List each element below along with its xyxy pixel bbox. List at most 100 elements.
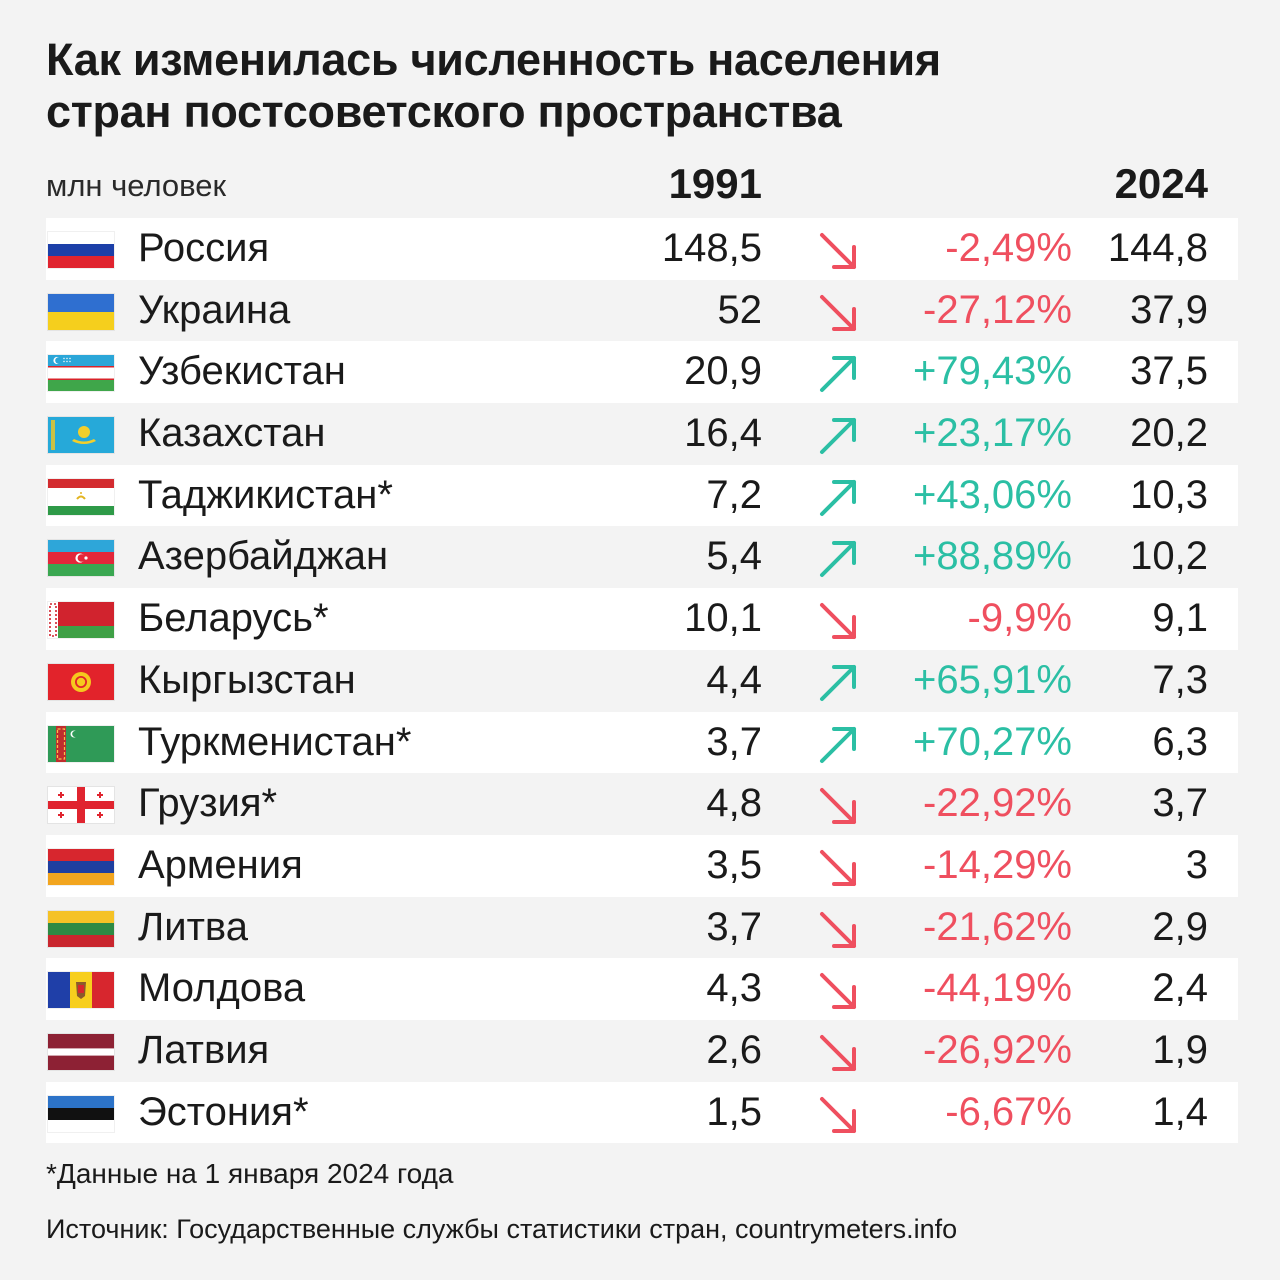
tajikistan-flag-icon <box>48 478 114 515</box>
arrow-up-right-icon <box>816 725 860 765</box>
georgia-flag-icon <box>48 787 114 824</box>
value-1991: 16,4 <box>684 411 762 456</box>
change-percent: -22,92% <box>923 781 1072 826</box>
estonia-flag-icon <box>48 1095 114 1132</box>
country-name: Грузия* <box>138 781 278 826</box>
country-name: Беларусь* <box>138 596 329 641</box>
kazakhstan-flag-icon <box>48 417 114 454</box>
value-1991: 4,4 <box>706 657 762 702</box>
azerbaijan-flag-icon <box>48 540 114 577</box>
value-2024: 144,8 <box>1107 226 1208 270</box>
arrow-down-right-icon <box>816 910 860 950</box>
value-1991: 5,4 <box>706 534 762 579</box>
title-line-1: Как изменилась численность населения <box>46 34 941 85</box>
population-table: Россия 148,5 -2,49% 144,8 Украина 52 -27,12%… <box>46 218 1238 1144</box>
country-name: Казахстан <box>138 411 326 456</box>
latvia-flag-icon <box>48 1033 114 1070</box>
table-row: Эстония* 1,5 -6,67% 1,4 <box>46 1081 1238 1144</box>
value-1991: 4,8 <box>706 781 762 826</box>
country-name: Узбекистан <box>138 349 346 394</box>
change-percent: -27,12% <box>923 287 1072 332</box>
chart-title: Как изменилась численность населения стр… <box>46 34 1236 138</box>
arrow-down-right-icon <box>816 848 860 888</box>
table-row: Узбекистан 20,9 +79,43% 37,5 <box>46 341 1238 404</box>
value-2024: 37,5 <box>1130 349 1208 394</box>
table-row: Молдова 4,3 -44,19% 2,4 <box>46 958 1238 1020</box>
arrow-up-right-icon <box>816 354 860 394</box>
change-percent: +88,89% <box>912 534 1072 579</box>
table-row: Латвия 2,6 -26,92% 1,9 <box>46 1020 1238 1082</box>
value-1991: 3,7 <box>706 719 762 764</box>
arrow-down-right-icon <box>816 231 860 271</box>
change-percent: +65,91% <box>912 657 1072 702</box>
year-1991-header: 1991 <box>668 160 762 207</box>
value-2024: 1,9 <box>1152 1027 1208 1072</box>
country-name: Эстония* <box>138 1089 309 1134</box>
country-name: Украина <box>138 287 291 332</box>
year-2024-header: 2024 <box>1114 160 1208 207</box>
value-2024: 10,3 <box>1130 472 1208 517</box>
arrow-down-right-icon <box>816 601 860 641</box>
country-name: Азербайджан <box>138 534 389 579</box>
change-percent: +70,27% <box>912 719 1072 764</box>
value-1991: 3,7 <box>706 904 762 949</box>
value-1991: 4,3 <box>706 966 762 1011</box>
change-percent: -9,9% <box>967 596 1073 641</box>
ukraine-flag-icon <box>48 293 114 330</box>
kyrgyzstan-flag-icon <box>48 663 114 700</box>
value-1991: 7,2 <box>706 472 762 517</box>
lithuania-flag-icon <box>48 910 114 947</box>
arrow-down-right-icon <box>816 1095 860 1135</box>
value-1991: 3,5 <box>706 842 762 887</box>
country-name: Армения <box>138 842 303 887</box>
value-2024: 1,4 <box>1152 1089 1208 1134</box>
country-name: Латвия <box>138 1027 270 1072</box>
change-percent: -21,62% <box>923 904 1072 949</box>
table-row: Украина 52 -27,12% 37,9 <box>46 280 1238 342</box>
country-name: Молдова <box>138 966 306 1011</box>
value-2024: 20,2 <box>1130 411 1208 456</box>
country-name: Туркменистан* <box>138 719 412 764</box>
value-2024: 10,2 <box>1130 534 1208 579</box>
change-percent: -26,92% <box>923 1027 1072 1072</box>
table-row: Литва 3,7 -21,62% 2,9 <box>46 897 1238 959</box>
armenia-flag-icon <box>48 848 114 885</box>
table-row: Казахстан 16,4 +23,17% 20,2 <box>46 403 1238 465</box>
country-name: Таджикистан* <box>138 472 393 517</box>
footnote: *Данные на 1 января 2024 года <box>46 1158 454 1189</box>
change-percent: +43,06% <box>912 472 1072 517</box>
arrow-up-right-icon <box>816 539 860 579</box>
value-2024: 6,3 <box>1152 719 1208 764</box>
uzbekistan-flag-icon <box>48 355 114 392</box>
value-1991: 148,5 <box>661 226 762 270</box>
unit-label: млн человек <box>46 168 227 203</box>
value-2024: 2,9 <box>1152 904 1208 949</box>
value-2024: 37,9 <box>1130 287 1208 332</box>
table-row: Азербайджан 5,4 +88,89% 10,2 <box>46 526 1238 588</box>
arrow-up-right-icon <box>816 478 860 518</box>
change-percent: -6,67% <box>945 1089 1072 1134</box>
change-percent: -2,49% <box>945 226 1072 270</box>
table-row: Грузия* 4,8 -22,92% 3,7 <box>46 773 1238 835</box>
table-row: Беларусь* 10,1 -9,9% 9,1 <box>46 588 1238 650</box>
arrow-down-right-icon <box>816 293 860 333</box>
change-percent: -14,29% <box>923 842 1072 887</box>
turkmenistan-flag-icon <box>48 725 114 762</box>
title-line-2: стран постсоветского пространства <box>46 86 842 137</box>
russia-flag-icon <box>48 232 114 268</box>
source-note: Источник: Государственные службы статист… <box>46 1214 958 1244</box>
value-2024: 3 <box>1185 842 1208 887</box>
moldova-flag-icon <box>48 972 114 1009</box>
change-percent: +23,17% <box>912 411 1072 456</box>
arrow-down-right-icon <box>816 1033 860 1073</box>
table-row: Армения 3,5 -14,29% 3 <box>46 834 1238 897</box>
value-2024: 9,1 <box>1152 596 1208 641</box>
value-2024: 2,4 <box>1152 966 1208 1011</box>
value-1991: 20,9 <box>684 349 762 394</box>
belarus-flag-icon <box>48 602 114 639</box>
change-percent: -44,19% <box>923 966 1072 1011</box>
value-1991: 52 <box>717 287 763 332</box>
arrow-up-right-icon <box>816 663 860 703</box>
country-name: Литва <box>138 904 248 949</box>
value-2024: 3,7 <box>1152 781 1208 826</box>
